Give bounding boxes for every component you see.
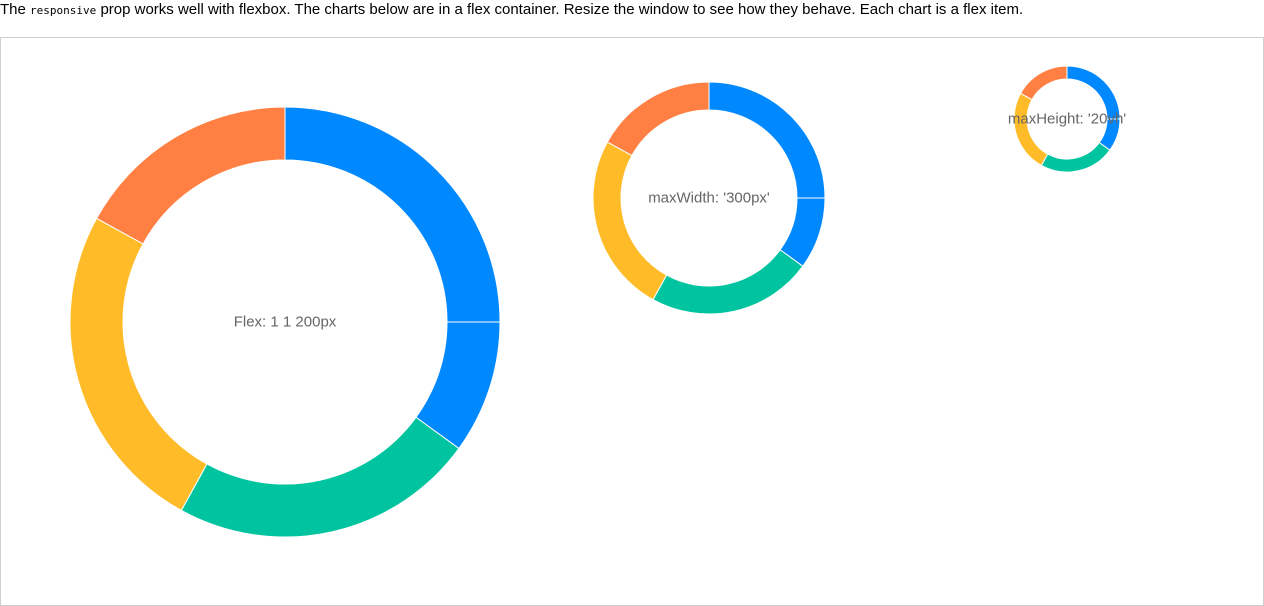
responsive-prop-code: responsive (30, 4, 97, 17)
intro-text: The responsive prop works well with flex… (0, 1, 1023, 20)
donut-center-label: Flex: 1 1 200px (234, 314, 337, 331)
donut-slice-5 (1098, 118, 1121, 151)
donut-slice-2 (1019, 65, 1068, 101)
flex-container: Flex: 1 1 200px maxWidth: '300px' maxHei… (0, 37, 1264, 606)
donut-chart-maxheight: maxHeight: '20vh' (1008, 65, 1126, 173)
donut-slice-4 (180, 416, 460, 538)
donut-slice-5 (415, 321, 501, 450)
donut-chart-flex: Flex: 1 1 200px (69, 106, 501, 538)
donut-slice-4 (1040, 141, 1111, 173)
donut-slice-3 (592, 141, 668, 301)
donut-slice-2 (95, 106, 286, 245)
donut-chart-maxwidth: maxWidth: '300px' (592, 81, 826, 315)
donut-slice-2 (606, 81, 710, 157)
intro-suffix: prop works well with flexbox. The charts… (100, 1, 1024, 18)
donut-center-label: maxWidth: '300px' (648, 190, 770, 207)
donut-slice-3 (1013, 92, 1049, 167)
donut-slice-3 (69, 217, 208, 512)
donut-slice-5 (779, 197, 826, 267)
donut-center-label: maxHeight: '20vh' (1008, 111, 1126, 128)
donut-slice-4 (652, 249, 804, 315)
intro-prefix: The (0, 1, 26, 18)
donut-slice-1 (708, 81, 826, 199)
donut-slice-1 (284, 106, 501, 323)
